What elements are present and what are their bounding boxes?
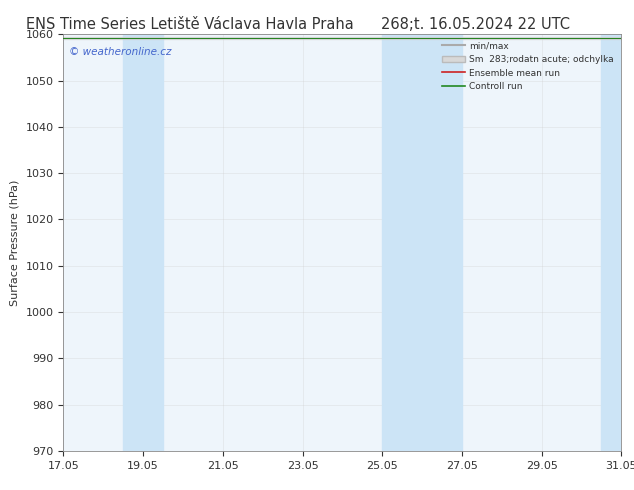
Text: 268;t. 16.05.2024 22 UTC: 268;t. 16.05.2024 22 UTC	[381, 17, 570, 32]
Text: © weatheronline.cz: © weatheronline.cz	[69, 47, 171, 57]
Bar	[602, 34, 621, 451]
Text: ENS Time Series Letiště Václava Havla Praha: ENS Time Series Letiště Václava Havla Pr…	[27, 17, 354, 32]
Bar	[123, 34, 163, 451]
Y-axis label: Surface Pressure (hPa): Surface Pressure (hPa)	[10, 179, 20, 306]
Legend: min/max, Sm  283;rodatn acute; odchylka, Ensemble mean run, Controll run: min/max, Sm 283;rodatn acute; odchylka, …	[440, 39, 617, 94]
Bar	[382, 34, 462, 451]
